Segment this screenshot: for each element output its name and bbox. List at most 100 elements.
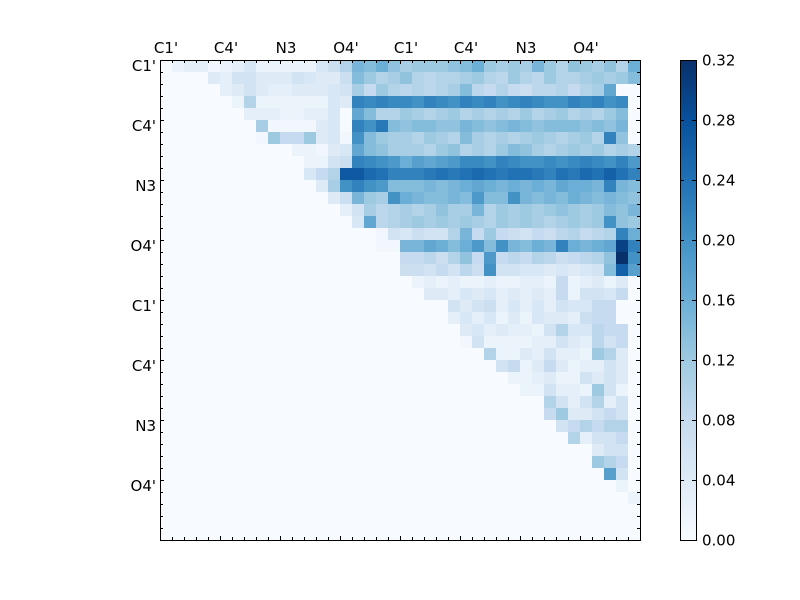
cell-38-17 [364, 516, 377, 529]
cell-14-8 [256, 228, 269, 241]
cell-28-8 [256, 396, 269, 409]
cell-31-5 [220, 432, 233, 445]
cell-27-22 [424, 384, 437, 397]
cell-33-8 [256, 456, 269, 469]
cell-31-20 [400, 432, 413, 445]
cell-0-13 [316, 60, 329, 73]
cell-36-29 [508, 492, 521, 505]
cell-22-12 [304, 324, 317, 337]
colorbar-tick-label: 0.28 [702, 112, 735, 130]
cell-30-3 [196, 420, 209, 433]
cell-28-39 [628, 396, 641, 409]
cell-9-13 [316, 168, 329, 181]
cell-11-32 [544, 192, 557, 205]
cell-6-25 [460, 132, 473, 145]
cell-37-31 [532, 504, 545, 517]
cell-24-25 [460, 348, 473, 361]
cell-9-0 [160, 168, 173, 181]
cell-7-39 [628, 144, 641, 157]
cell-32-2 [184, 444, 197, 457]
cell-33-2 [184, 456, 197, 469]
cell-4-22 [424, 108, 437, 121]
cell-29-27 [484, 408, 497, 421]
cell-0-2 [184, 60, 197, 73]
cell-12-14 [328, 204, 341, 217]
cell-36-9 [268, 492, 281, 505]
cell-8-25 [460, 156, 473, 169]
cell-29-30 [520, 408, 533, 421]
cell-29-22 [424, 408, 437, 421]
cell-17-38 [616, 264, 629, 277]
cell-10-32 [544, 180, 557, 193]
cell-32-19 [388, 444, 401, 457]
cell-10-34 [568, 180, 581, 193]
cell-36-0 [160, 492, 173, 505]
cell-33-23 [436, 456, 449, 469]
cell-39-31 [532, 528, 545, 541]
cell-20-33 [556, 300, 569, 313]
cell-32-4 [208, 444, 221, 457]
cell-35-25 [460, 480, 473, 493]
cell-34-21 [412, 468, 425, 481]
cell-2-29 [508, 84, 521, 97]
cell-19-35 [580, 288, 593, 301]
cell-4-21 [412, 108, 425, 121]
y-tick-label: C1' [132, 297, 156, 315]
cell-23-27 [484, 336, 497, 349]
cell-7-30 [520, 144, 533, 157]
cell-34-18 [376, 468, 389, 481]
cell-28-19 [388, 396, 401, 409]
cell-32-31 [532, 444, 545, 457]
cell-3-20 [400, 96, 413, 109]
cell-39-29 [508, 528, 521, 541]
cell-17-13 [316, 264, 329, 277]
cell-9-15 [340, 168, 353, 181]
cell-20-11 [292, 300, 305, 313]
cell-6-17 [364, 132, 377, 145]
cell-33-38 [616, 456, 629, 469]
cell-20-20 [400, 300, 413, 313]
cell-35-39 [628, 480, 641, 493]
cell-10-13 [316, 180, 329, 193]
cell-7-7 [244, 144, 257, 157]
cell-35-16 [352, 480, 365, 493]
colorbar-tick-label: 0.00 [702, 532, 735, 550]
cell-9-36 [592, 168, 605, 181]
cell-38-16 [352, 516, 365, 529]
cell-11-19 [388, 192, 401, 205]
cell-5-13 [316, 120, 329, 133]
cell-23-34 [568, 336, 581, 349]
cell-15-30 [520, 240, 533, 253]
cell-34-24 [448, 468, 461, 481]
cell-38-33 [556, 516, 569, 529]
cell-32-38 [616, 444, 629, 457]
cell-13-38 [616, 216, 629, 229]
cell-30-31 [532, 420, 545, 433]
cell-9-6 [232, 168, 245, 181]
cell-21-1 [172, 312, 185, 325]
cell-31-2 [184, 432, 197, 445]
cell-4-1 [172, 108, 185, 121]
cell-27-34 [568, 384, 581, 397]
cell-35-4 [208, 480, 221, 493]
cell-34-17 [364, 468, 377, 481]
cell-37-7 [244, 504, 257, 517]
cell-20-14 [328, 300, 341, 313]
cell-31-23 [436, 432, 449, 445]
cell-18-11 [292, 276, 305, 289]
cell-10-38 [616, 180, 629, 193]
cell-18-14 [328, 276, 341, 289]
cell-35-30 [520, 480, 533, 493]
cell-10-23 [436, 180, 449, 193]
x-tick-label: C1' [154, 39, 178, 57]
cell-30-30 [520, 420, 533, 433]
cell-0-20 [400, 60, 413, 73]
cell-10-15 [340, 180, 353, 193]
cell-24-18 [376, 348, 389, 361]
cell-19-26 [472, 288, 485, 301]
cell-4-3 [196, 108, 209, 121]
cell-38-9 [268, 516, 281, 529]
cell-16-38 [616, 252, 629, 265]
colorbar-tick-label: 0.20 [702, 232, 735, 250]
cell-39-38 [616, 528, 629, 541]
